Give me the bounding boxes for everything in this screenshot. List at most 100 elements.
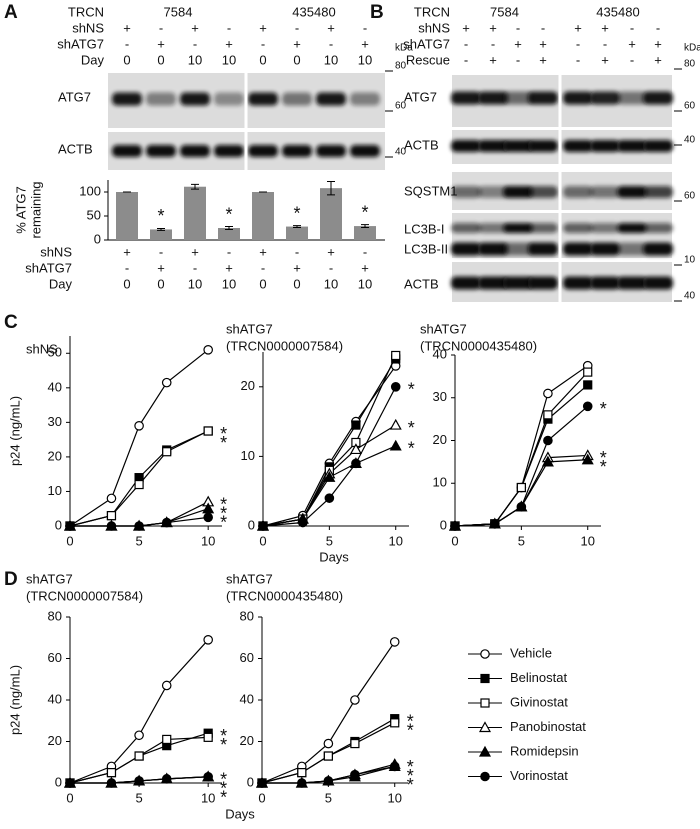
- y-tick-label: 50: [48, 345, 62, 360]
- marker: [391, 350, 401, 361]
- blot-band: [478, 276, 508, 290]
- blot-band: [478, 242, 508, 256]
- marker: [543, 388, 553, 399]
- row-value: 0: [259, 52, 266, 67]
- row-value: -: [516, 52, 520, 67]
- blot-band: [643, 91, 673, 105]
- legend-marker: [480, 698, 490, 708]
- marker: [350, 695, 360, 705]
- blot-divider: [244, 73, 248, 128]
- blot-band: [617, 223, 647, 233]
- marker: [65, 521, 75, 531]
- kda-marker: 40: [395, 147, 407, 158]
- chart-title: (TRCN0000007584): [226, 338, 343, 353]
- significance-mark: *: [220, 779, 227, 799]
- marker: [389, 418, 402, 430]
- marker: [350, 738, 360, 749]
- row-value: -: [516, 20, 520, 35]
- blot-band: [563, 242, 593, 256]
- chart-title: shATG7: [226, 321, 273, 336]
- marker: [106, 511, 117, 521]
- legend-label: Belinostat: [510, 670, 567, 685]
- blot-band: [528, 186, 558, 198]
- marker: [323, 776, 334, 786]
- series-line: [454, 459, 588, 527]
- kda-marker: 80: [684, 59, 696, 70]
- y-tick-label: 50: [87, 207, 101, 222]
- y-tick-label: 0: [55, 774, 62, 789]
- significance-mark: *: [600, 457, 607, 477]
- group-label: 435480: [596, 4, 639, 19]
- marker: [516, 501, 527, 512]
- blot-band: [617, 186, 647, 198]
- row-value: +: [191, 20, 199, 35]
- row-value: +: [225, 260, 233, 275]
- y-tick-label: 40: [433, 346, 447, 361]
- blot-band: [590, 140, 620, 152]
- marker: [297, 778, 307, 788]
- x-tick-label: 10: [387, 790, 401, 805]
- bar: [150, 229, 172, 240]
- marker: [583, 380, 593, 390]
- row-value: 10: [188, 52, 202, 67]
- y-axis-label: p24 (ng/mL): [7, 665, 22, 735]
- legend-label: Vorinostat: [510, 768, 568, 783]
- significance-mark: *: [220, 424, 227, 444]
- y-tick-label: 10: [433, 475, 447, 490]
- panel-letter: C: [4, 312, 18, 333]
- significance-mark: *: [220, 513, 227, 533]
- marker: [162, 734, 172, 745]
- blot-label: SQSTM1: [404, 183, 457, 198]
- blot-band: [590, 242, 620, 256]
- y-tick-label: 20: [240, 733, 254, 748]
- row-value: +: [259, 20, 267, 35]
- marker: [581, 453, 594, 465]
- significance-mark: *: [361, 202, 368, 222]
- blot-band: [478, 186, 508, 198]
- significance-mark: *: [407, 766, 414, 786]
- kda-label: kDa: [395, 43, 413, 54]
- blot-band: [214, 145, 244, 157]
- row-value: +: [489, 52, 497, 67]
- row-value: -: [630, 52, 634, 67]
- blot-label: ATG7: [58, 89, 91, 104]
- row-label: shATG7: [25, 260, 72, 275]
- row-value: -: [193, 36, 197, 51]
- row-value: -: [329, 260, 333, 275]
- row-value: 10: [222, 52, 236, 67]
- row-value: -: [464, 52, 468, 67]
- marker: [450, 521, 460, 531]
- kda-marker: 60: [684, 191, 696, 202]
- marker: [161, 517, 172, 528]
- panel-letter: D: [4, 569, 18, 590]
- marker: [541, 455, 554, 467]
- marker: [161, 377, 172, 388]
- y-tick-label: 0: [55, 517, 62, 532]
- group-label: 435480: [292, 4, 335, 19]
- legend-marker: [480, 649, 490, 659]
- chart-title: shATG7: [226, 571, 273, 586]
- row-value: -: [159, 244, 163, 259]
- bar: [320, 188, 342, 240]
- marker: [106, 768, 117, 778]
- marker: [203, 512, 213, 523]
- marker: [203, 771, 213, 782]
- row-value: +: [628, 36, 636, 51]
- marker: [258, 521, 268, 531]
- y-tick-label: 10: [48, 483, 62, 498]
- marker: [389, 439, 402, 451]
- y-axis-label: p24 (ng/mL): [7, 396, 22, 466]
- bar: [354, 226, 376, 240]
- blot-band: [451, 91, 481, 105]
- significance-mark: *: [220, 433, 227, 453]
- x-tick-label: 0: [451, 533, 458, 548]
- x-tick-label: 0: [66, 533, 73, 548]
- blot-divider: [558, 75, 562, 127]
- row-value: 0: [157, 276, 164, 291]
- blot-band: [146, 92, 176, 106]
- blot-band: [563, 140, 593, 152]
- blot-band: [590, 91, 620, 105]
- marker: [161, 774, 172, 784]
- x-tick-label: 0: [66, 790, 73, 805]
- blot-band: [282, 92, 312, 106]
